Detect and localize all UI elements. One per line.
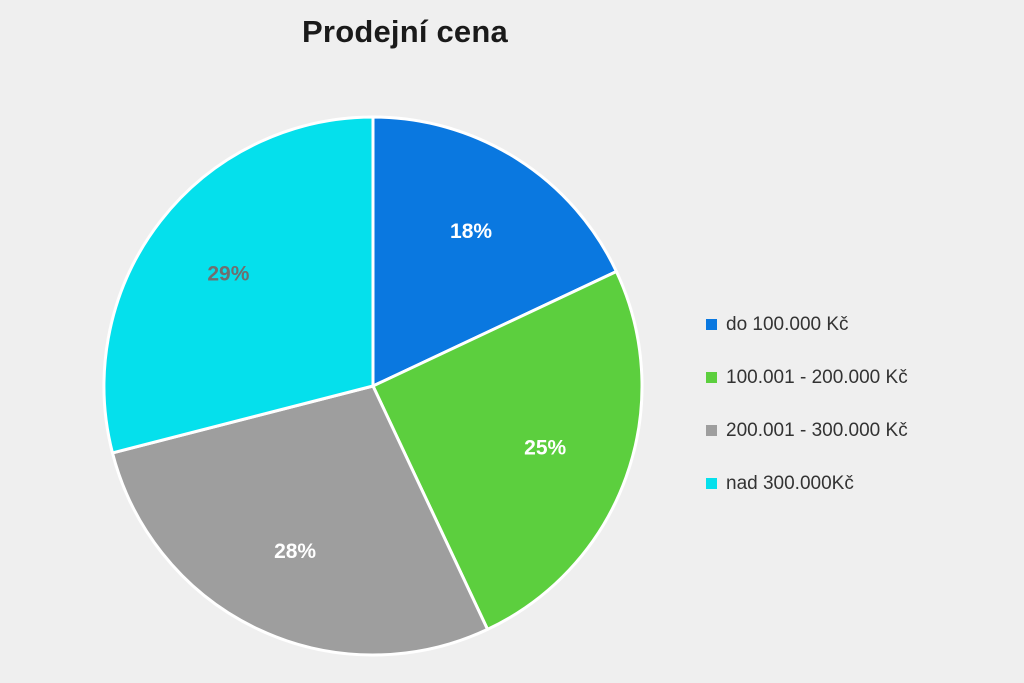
legend: do 100.000 Kč 100.001 - 200.000 Kč 200.0… — [706, 298, 908, 510]
pie-slice — [371, 115, 618, 388]
legend-item: 100.001 - 200.000 Kč — [706, 351, 908, 404]
legend-label: nad 300.000Kč — [726, 472, 854, 494]
chart-title: Prodejní cena — [302, 14, 508, 49]
pie-slice — [110, 384, 490, 657]
legend-swatch — [706, 425, 717, 436]
legend-item: do 100.000 Kč — [706, 298, 908, 351]
legend-label: do 100.000 Kč — [726, 313, 849, 335]
slice-data-label: 25% — [524, 436, 566, 459]
slice-data-label: 18% — [450, 220, 492, 243]
legend-label: 200.001 - 300.000 Kč — [726, 419, 908, 441]
slice-data-label: 28% — [274, 540, 316, 563]
legend-item: 200.001 - 300.000 Kč — [706, 404, 908, 457]
legend-swatch — [706, 372, 717, 383]
pie-slice — [102, 115, 375, 455]
legend-swatch — [706, 478, 717, 489]
slice-data-label: 29% — [207, 262, 249, 285]
legend-swatch — [706, 319, 717, 330]
pie-slice — [371, 269, 644, 631]
legend-item: nad 300.000Kč — [706, 457, 908, 510]
legend-label: 100.001 - 200.000 Kč — [726, 366, 908, 388]
